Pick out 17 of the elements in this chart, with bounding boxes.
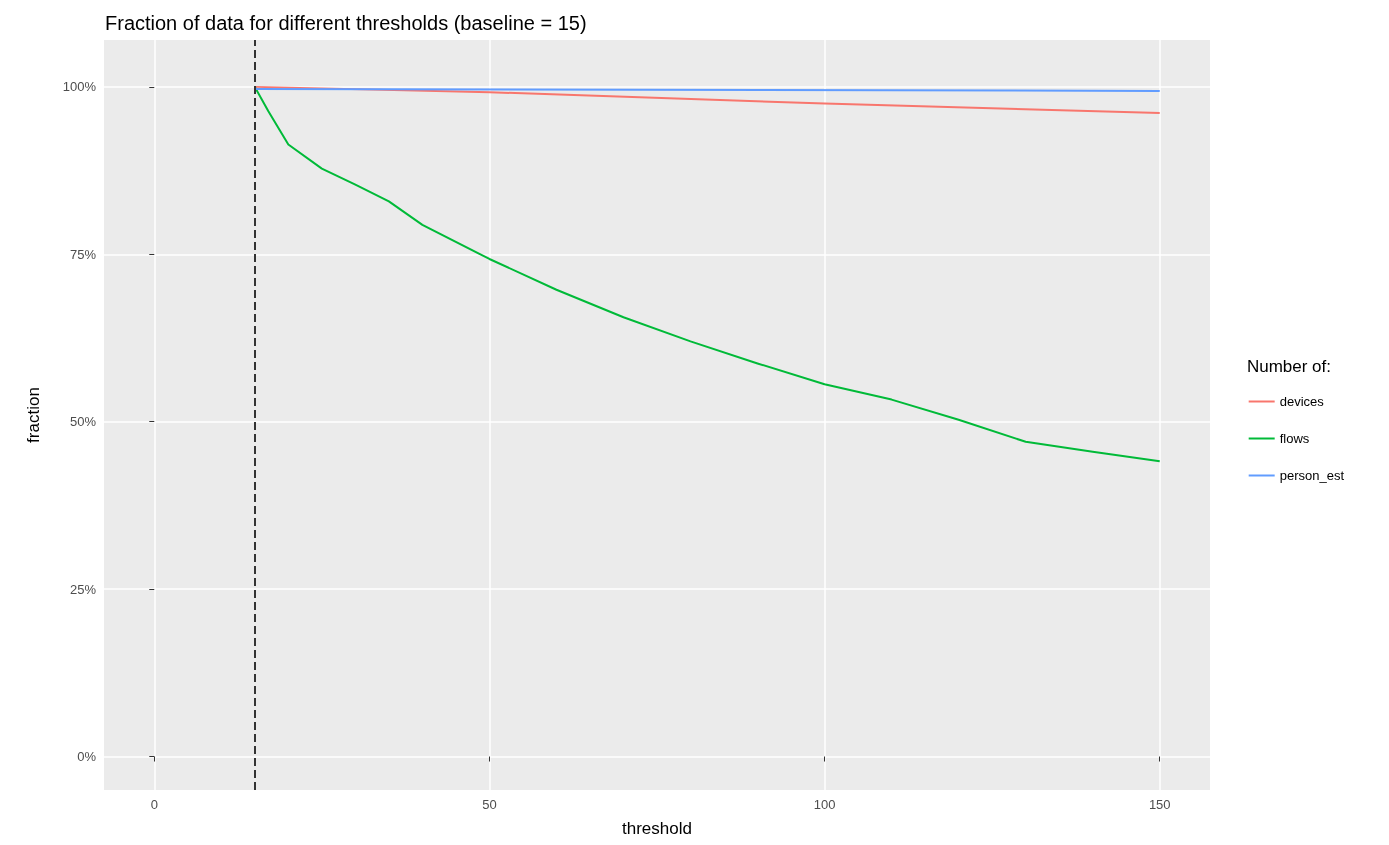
y-axis-title: fraction — [24, 387, 43, 443]
legend-label: person_est — [1279, 468, 1345, 483]
legend-title: Number of: — [1246, 357, 1332, 376]
x-tick-label: 150 — [1148, 797, 1171, 812]
y-tick-label: 100% — [62, 79, 97, 95]
x-axis-title: threshold — [622, 819, 692, 838]
legend-label: flows — [1279, 431, 1310, 446]
x-tick-label: 0 — [150, 797, 158, 812]
chart-title: Fraction of data for different thresholds (baseline = 15) — [105, 12, 587, 34]
legend-label: devices — [1279, 394, 1325, 409]
line-series — [253, 85, 1161, 114]
y-tick-label: 50% — [69, 414, 97, 430]
y-tick-label: 25% — [69, 581, 97, 597]
y-tick-label: 75% — [69, 246, 97, 262]
y-tick-label: 0% — [77, 749, 97, 765]
x-tick-label: 50 — [482, 797, 497, 812]
x-tick-label: 100 — [813, 797, 836, 812]
